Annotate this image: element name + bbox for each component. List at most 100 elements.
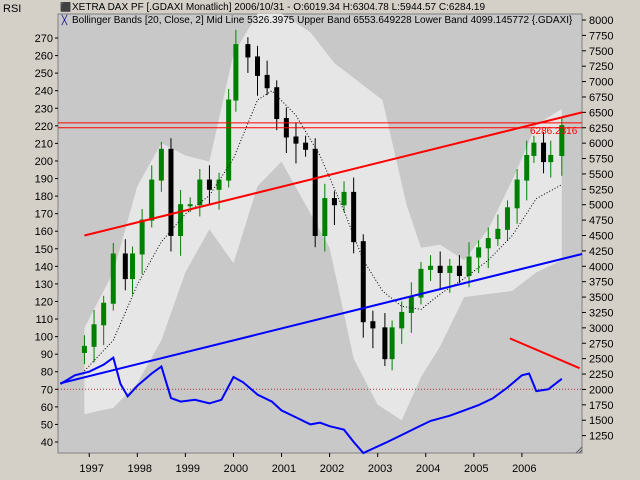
- legend-bollinger-row[interactable]: ╳ Bollinger Bands [20, Close, 2] Mid Lin…: [60, 14, 582, 27]
- rsi-tick-label: 170: [35, 209, 53, 221]
- candle-body: [233, 44, 239, 101]
- price-tick-label: 8000: [589, 15, 613, 27]
- rsi-tick-label: 180: [35, 191, 53, 203]
- trendline-blue: [60, 253, 583, 385]
- rsi-tick-label: 50: [41, 419, 53, 431]
- candle-body: [531, 142, 537, 156]
- price-series-icon[interactable]: ⬛: [60, 2, 72, 12]
- candle-body: [130, 253, 136, 280]
- price-tick-label: 2250: [589, 369, 613, 381]
- rsi-tick-label: 260: [35, 51, 53, 63]
- candle-body: [312, 148, 318, 236]
- candle-body: [91, 324, 97, 347]
- candle-body: [110, 253, 116, 304]
- last-price-label: 6286.2316: [530, 126, 578, 137]
- price-tick-label: 3000: [589, 323, 613, 335]
- candle-body: [187, 204, 193, 207]
- price-tick-label: 4000: [589, 261, 613, 273]
- candle-body: [389, 327, 395, 360]
- candle-body: [370, 321, 376, 329]
- price-tick-label: 2500: [589, 354, 613, 366]
- legend: ⬛ XETRA DAX PF [.GDAXI Monatlich] 2006/1…: [60, 1, 582, 29]
- rsi-tick-label: 270: [35, 33, 53, 45]
- candle-body: [139, 219, 145, 255]
- candle-body: [168, 148, 174, 236]
- candle-body: [548, 154, 554, 163]
- rsi-tick-label: 200: [35, 156, 53, 168]
- candle-body: [255, 56, 261, 76]
- price-tick-label: 2000: [589, 384, 613, 396]
- price-tick-label: 5750: [589, 154, 613, 166]
- rsi-trendline: [509, 337, 580, 370]
- price-tick-label: 3500: [589, 292, 613, 304]
- candle-body: [226, 99, 232, 181]
- candle-body: [149, 179, 155, 221]
- price-tick-label: 1750: [589, 400, 613, 412]
- candle-body: [485, 238, 491, 249]
- rsi-tick-label: 150: [35, 244, 53, 256]
- legend-price-text: XETRA DAX PF [.GDAXI Monatlich] 2006/10/…: [72, 2, 486, 13]
- candle-body: [81, 345, 87, 353]
- candle-body: [382, 327, 388, 360]
- candle-body: [514, 179, 520, 209]
- rsi-tick-label: 100: [35, 332, 53, 344]
- candle-body: [495, 228, 501, 240]
- rsi-tick-label: 80: [41, 367, 53, 379]
- candle-body: [351, 191, 357, 243]
- legend-price-row[interactable]: ⬛ XETRA DAX PF [.GDAXI Monatlich] 2006/1…: [60, 1, 582, 14]
- rsi-line: [59, 356, 563, 455]
- candle-body: [206, 179, 212, 190]
- resize-grip-icon: [575, 446, 583, 454]
- candle-body: [341, 191, 347, 206]
- legend-bollinger-text: Bollinger Bands [20, Close, 2] Mid Line …: [72, 15, 573, 26]
- rsi-tick-label: 120: [35, 296, 53, 308]
- candle-body: [245, 44, 251, 58]
- price-tick-label: 2750: [589, 338, 613, 350]
- candle-body: [216, 179, 222, 190]
- price-tick-label: 6500: [589, 107, 613, 119]
- year-tick-label: 2002: [320, 463, 344, 475]
- price-tick-label: 7250: [589, 61, 613, 73]
- candle-body: [541, 142, 547, 163]
- price-tick-label: 6750: [589, 92, 613, 104]
- rsi-tick-label: 240: [35, 86, 53, 98]
- price-tick-label: 1500: [589, 415, 613, 427]
- rsi-tick-label: 60: [41, 402, 53, 414]
- candle-body: [360, 241, 366, 323]
- candle-body: [322, 198, 328, 236]
- candle-body: [559, 125, 565, 156]
- price-tick-label: 3750: [589, 277, 613, 289]
- bollinger-icon[interactable]: ╳: [61, 15, 68, 25]
- candle-body: [197, 179, 203, 206]
- candle-body: [437, 265, 443, 273]
- candle-body: [456, 265, 462, 277]
- price-tick-label: 5000: [589, 200, 613, 212]
- year-tick-label: 1997: [79, 463, 103, 475]
- rsi-tick-label: 140: [35, 261, 53, 273]
- price-tick-label: 7500: [589, 46, 613, 58]
- candle-body: [101, 302, 107, 326]
- price-tick-label: 5500: [589, 169, 613, 181]
- rsi-tick-label: 110: [35, 314, 53, 326]
- candle-body: [331, 198, 337, 206]
- candle-body: [293, 136, 299, 144]
- trendline-red: [84, 111, 583, 237]
- rsi-tick-label: 250: [35, 68, 53, 80]
- rsi-tick-label: 70: [41, 384, 53, 396]
- price-tick-label: 6250: [589, 123, 613, 135]
- candle-body: [466, 256, 472, 277]
- price-tick-label: 7000: [589, 77, 613, 89]
- candle-body: [158, 148, 164, 181]
- rsi-tick-label: 210: [35, 138, 53, 150]
- candle-body: [476, 247, 482, 258]
- year-tick-label: 1998: [127, 463, 151, 475]
- candle-body: [274, 87, 280, 120]
- price-tick-label: 4750: [589, 215, 613, 227]
- candle-body: [303, 142, 309, 150]
- year-tick-label: 1999: [176, 463, 200, 475]
- rsi-tick-label: 90: [41, 349, 53, 361]
- price-tick-label: 4500: [589, 231, 613, 243]
- candle-body: [428, 265, 434, 270]
